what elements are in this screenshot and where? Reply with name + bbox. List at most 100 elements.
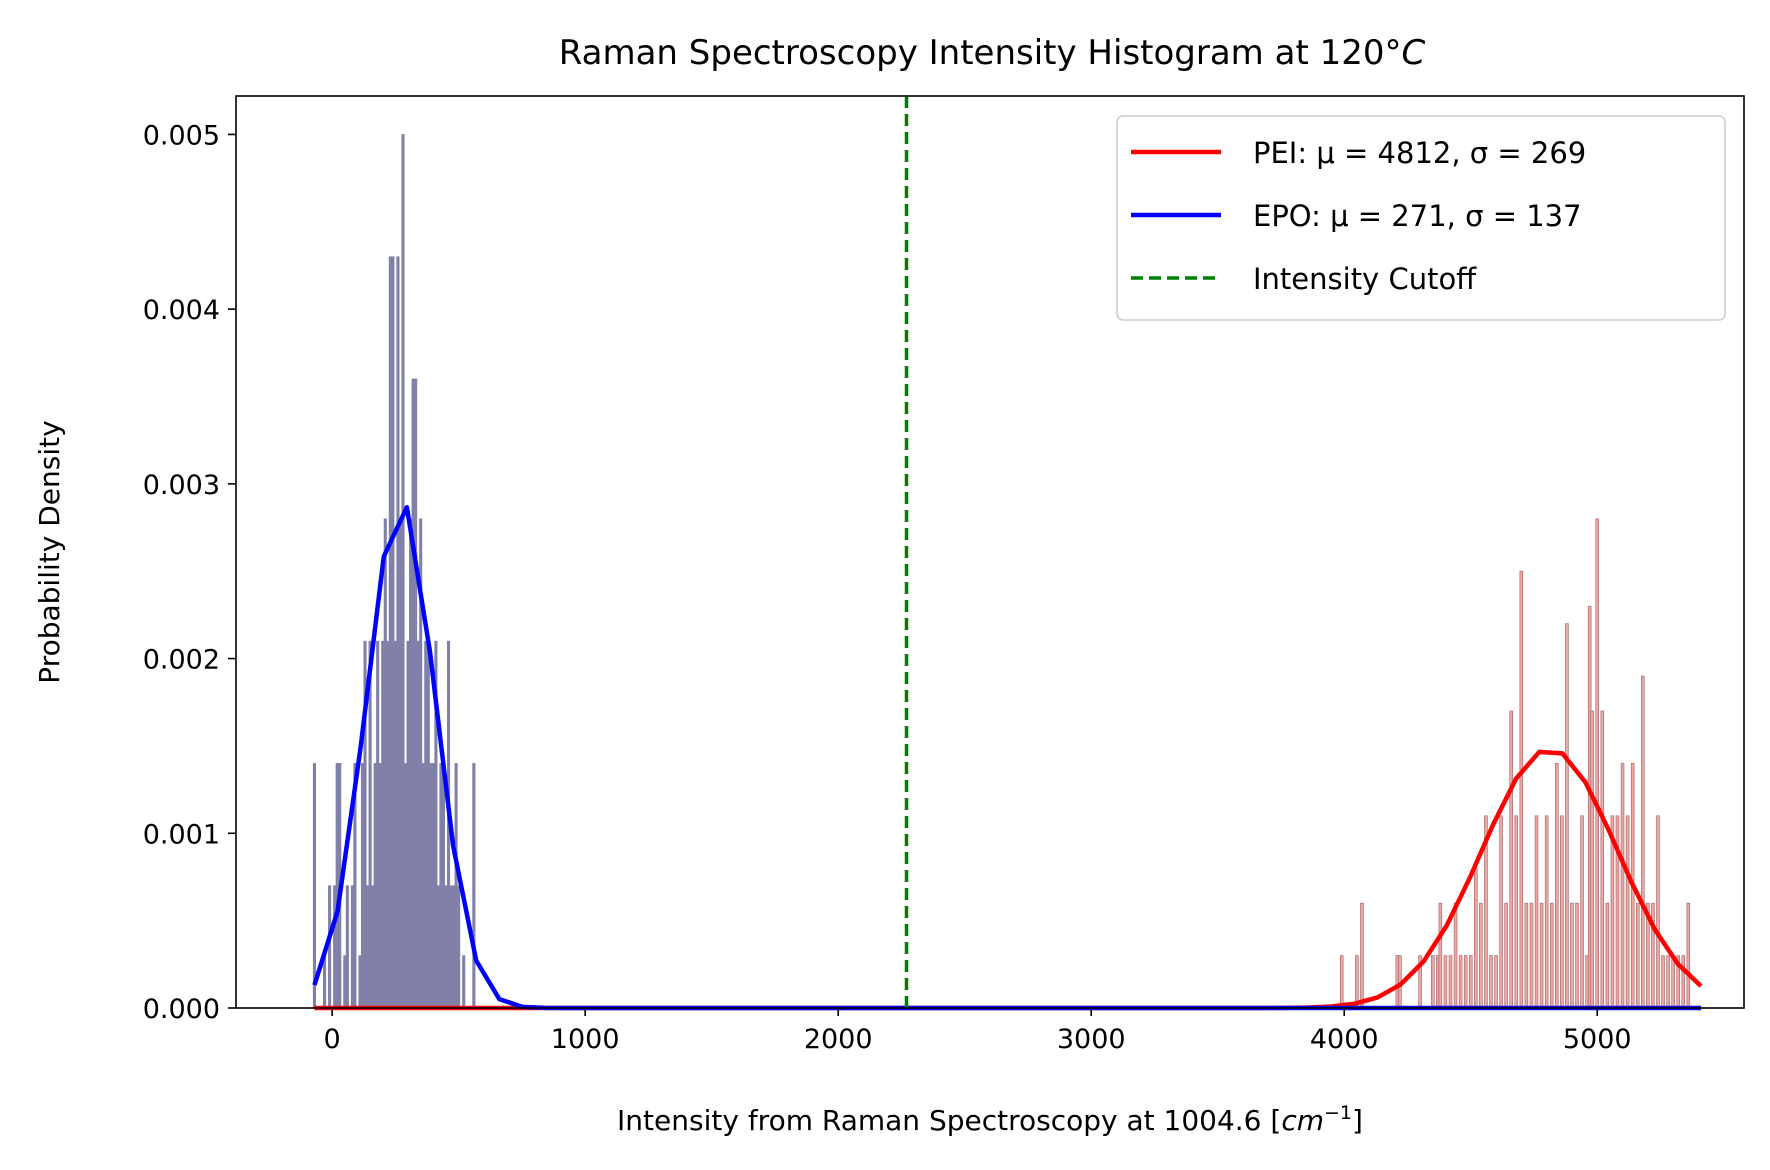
epo-histogram-bar [368,640,372,1009]
pei-histogram-bar [1438,902,1443,1009]
epo-histogram-bar [441,763,446,1009]
epo-histogram-bar [343,955,347,1009]
epo-histogram-bar [312,763,316,1009]
epo-histogram-bar [421,763,425,1009]
pei-histogram-bar [1534,815,1539,1009]
pei-histogram-bar [1499,815,1503,1009]
y-tick-label: 0.001 [143,819,220,850]
epo-histogram-bar [381,640,385,1009]
pei-histogram-bar [1656,815,1660,1009]
y-tick-label: 0.000 [143,994,220,1025]
x-tick-label: 1000 [551,1024,620,1055]
pei-histogram-bar [1595,518,1600,1009]
pei-histogram-bar [1453,902,1458,1009]
pei-histogram-bar [1686,902,1691,1009]
y-tick-label: 0.005 [143,120,220,151]
x-tick-label: 3000 [1057,1024,1126,1055]
pei-histogram-bar [1448,955,1453,1009]
pei-histogram-bar [1580,815,1584,1009]
pei-histogram-bar [1494,955,1498,1009]
pei-histogram-bar [1339,955,1344,1009]
epo-histogram-bar [333,885,337,1009]
x-tick-label: 0 [324,1024,341,1055]
epo-histogram-bar [436,885,440,1009]
legend-pei-label: PEI: μ = 4812, σ = 269 [1253,136,1586,170]
epo-histogram-bar [462,955,466,1009]
pei-histogram-bar [1641,675,1645,1009]
pei-histogram-bar [1590,710,1594,1009]
pei-histogram-bar [1620,763,1625,1009]
epo-histogram-bar [396,256,400,1009]
y-tick-label: 0.003 [143,470,220,501]
epo-histogram-bar [386,640,390,1009]
pei-histogram-bar [1514,815,1519,1009]
pei-histogram-bar [1565,623,1569,1009]
pei-histogram-bar [1549,902,1554,1009]
legend-epo-label: EPO: μ = 271, σ = 137 [1253,199,1582,233]
epo-histogram-bar [429,763,433,1009]
epo-histogram-bar [323,955,327,1009]
epo-histogram-bar [378,763,382,1009]
pei-histogram-bar [1529,902,1534,1009]
y-axis-label: Probability Density [33,420,66,683]
epo-histogram-bar [366,885,370,1009]
epo-histogram-bar [439,763,443,1009]
epo-histogram-bar [444,885,448,1009]
pei-histogram-bar [1504,902,1508,1009]
legend: PEI: μ = 4812, σ = 269 EPO: μ = 271, σ =… [1116,115,1726,321]
epo-histogram-bar [454,763,458,1009]
pei-histogram-bar [1625,815,1630,1009]
epo-histogram-bar [426,640,430,1009]
pei-histogram-bar [1489,955,1493,1009]
pei-histogram-bar [1458,955,1463,1009]
epo-histogram-bar [457,885,461,1009]
pei-histogram-bar [1519,570,1524,1009]
chart-title: Raman Spectroscopy Intensity Histogram a… [559,33,1426,73]
epo-histogram-bar [391,256,395,1009]
pei-histogram-bar [1431,955,1435,1009]
epo-histogram-bar [452,885,456,1009]
pei-histogram-bar [1555,763,1559,1009]
pei-histogram-bar [1560,815,1564,1009]
epo-histogram-bar [401,134,405,1009]
epo-histogram-bar [411,378,415,1009]
epo-histogram-bar [345,885,349,1009]
epo-histogram-bar [431,763,435,1009]
x-tick-label: 5000 [1563,1024,1632,1055]
x-axis-label: Intensity from Raman Spectroscopy at 100… [617,1102,1363,1137]
epo-histogram-bar [416,640,420,1009]
epo-histogram-bar [406,640,410,1009]
epo-histogram-bar [358,955,362,1009]
pei-histogram-bar [1524,902,1529,1009]
epo-histogram-bar [373,763,377,1009]
pei-histogram-bar [1463,955,1468,1009]
pei-histogram-bar [1575,902,1579,1009]
pei-histogram-bar [1635,902,1640,1009]
epo-histogram-bar [371,885,375,1009]
pei-histogram-bar [1360,902,1364,1009]
y-tick-label: 0.002 [143,645,220,676]
pei-histogram-bar [1605,902,1610,1009]
pei-histogram-bar [1570,902,1574,1009]
pei-histogram-bar [1468,955,1473,1009]
pei-histogram-bar [1671,955,1675,1009]
epo-histogram-bar [409,518,413,1009]
x-tick-label: 4000 [1310,1024,1379,1055]
epo-histogram-bar [335,763,339,1009]
epo-histogram-bar [393,640,397,1009]
x-axis-ticks: 0 1000 2000 3000 4000 5000 [324,1008,1632,1055]
x-tick-label: 2000 [804,1024,873,1055]
pei-histogram-bar [1600,710,1605,1009]
epo-histogram-bar [383,518,387,1009]
pei-histogram-bar [1355,955,1359,1009]
epo-histogram-bar [388,256,392,1009]
epo-histogram-bar [398,518,403,1009]
axes-frame [235,95,1745,1009]
epo-histogram-bar [403,763,408,1009]
pei-histogram-bar [1681,955,1686,1009]
y-axis-ticks: 0.000 0.001 0.002 0.003 0.004 0.005 [143,120,236,1025]
legend-cutoff-label: Intensity Cutoff [1253,262,1477,296]
legend-box [1116,115,1726,321]
pei-histogram-bar [1661,955,1665,1009]
